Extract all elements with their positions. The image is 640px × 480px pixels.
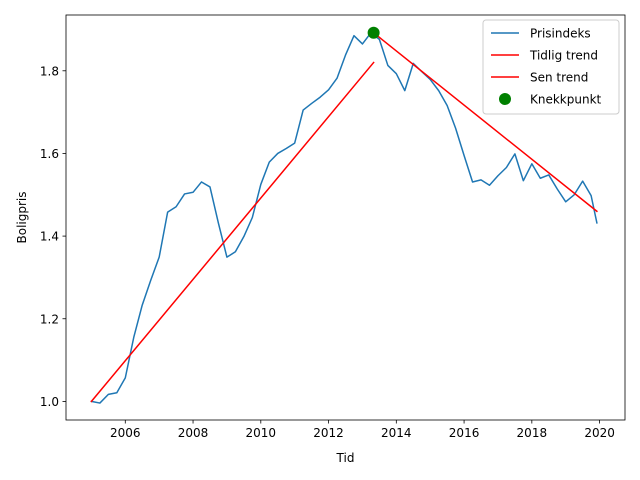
legend-label: Sen trend (530, 71, 588, 85)
x-tick-label: 2008 (178, 426, 209, 440)
tidlig-trend-line (90, 61, 375, 403)
legend: Prisindeks Tidlig trend Sen trend Knekkpunk… (482, 19, 620, 115)
x-tick-label: 2016 (449, 426, 480, 440)
axes-frame (65, 14, 626, 421)
y-axis: 1.0 1.2 1.4 1.6 1.8 (40, 64, 66, 409)
legend-marker (499, 93, 511, 105)
x-tick-label: 2020 (584, 426, 615, 440)
sen-trend-line (372, 31, 598, 213)
x-axis: 2006 2008 2010 2012 2014 2016 2018 2020 (110, 420, 615, 440)
legend-label: Prisindeks (530, 27, 591, 41)
y-axis-label: Boligpris (15, 192, 29, 244)
plot-area (90, 26, 598, 404)
prisindeks-line (90, 32, 598, 404)
y-tick-label: 1.6 (40, 147, 59, 161)
x-tick-label: 2014 (381, 426, 412, 440)
y-tick-label: 1.2 (40, 312, 59, 326)
legend-label: Knekkpunkt (530, 93, 602, 107)
y-tick-label: 1.0 (40, 395, 59, 409)
legend-box (482, 19, 620, 115)
x-tick-label: 2018 (517, 426, 548, 440)
x-tick-label: 2006 (110, 426, 141, 440)
x-tick-label: 2012 (313, 426, 344, 440)
y-tick-label: 1.4 (40, 230, 59, 244)
knekkpunkt-point (367, 26, 380, 39)
x-axis-label: Tid (336, 451, 355, 465)
legend-label: Tidlig trend (529, 49, 598, 63)
x-tick-label: 2010 (246, 426, 277, 440)
y-tick-label: 1.8 (40, 64, 59, 78)
